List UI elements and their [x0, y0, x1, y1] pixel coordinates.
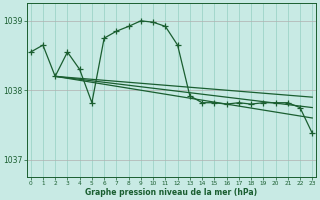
X-axis label: Graphe pression niveau de la mer (hPa): Graphe pression niveau de la mer (hPa): [85, 188, 258, 197]
